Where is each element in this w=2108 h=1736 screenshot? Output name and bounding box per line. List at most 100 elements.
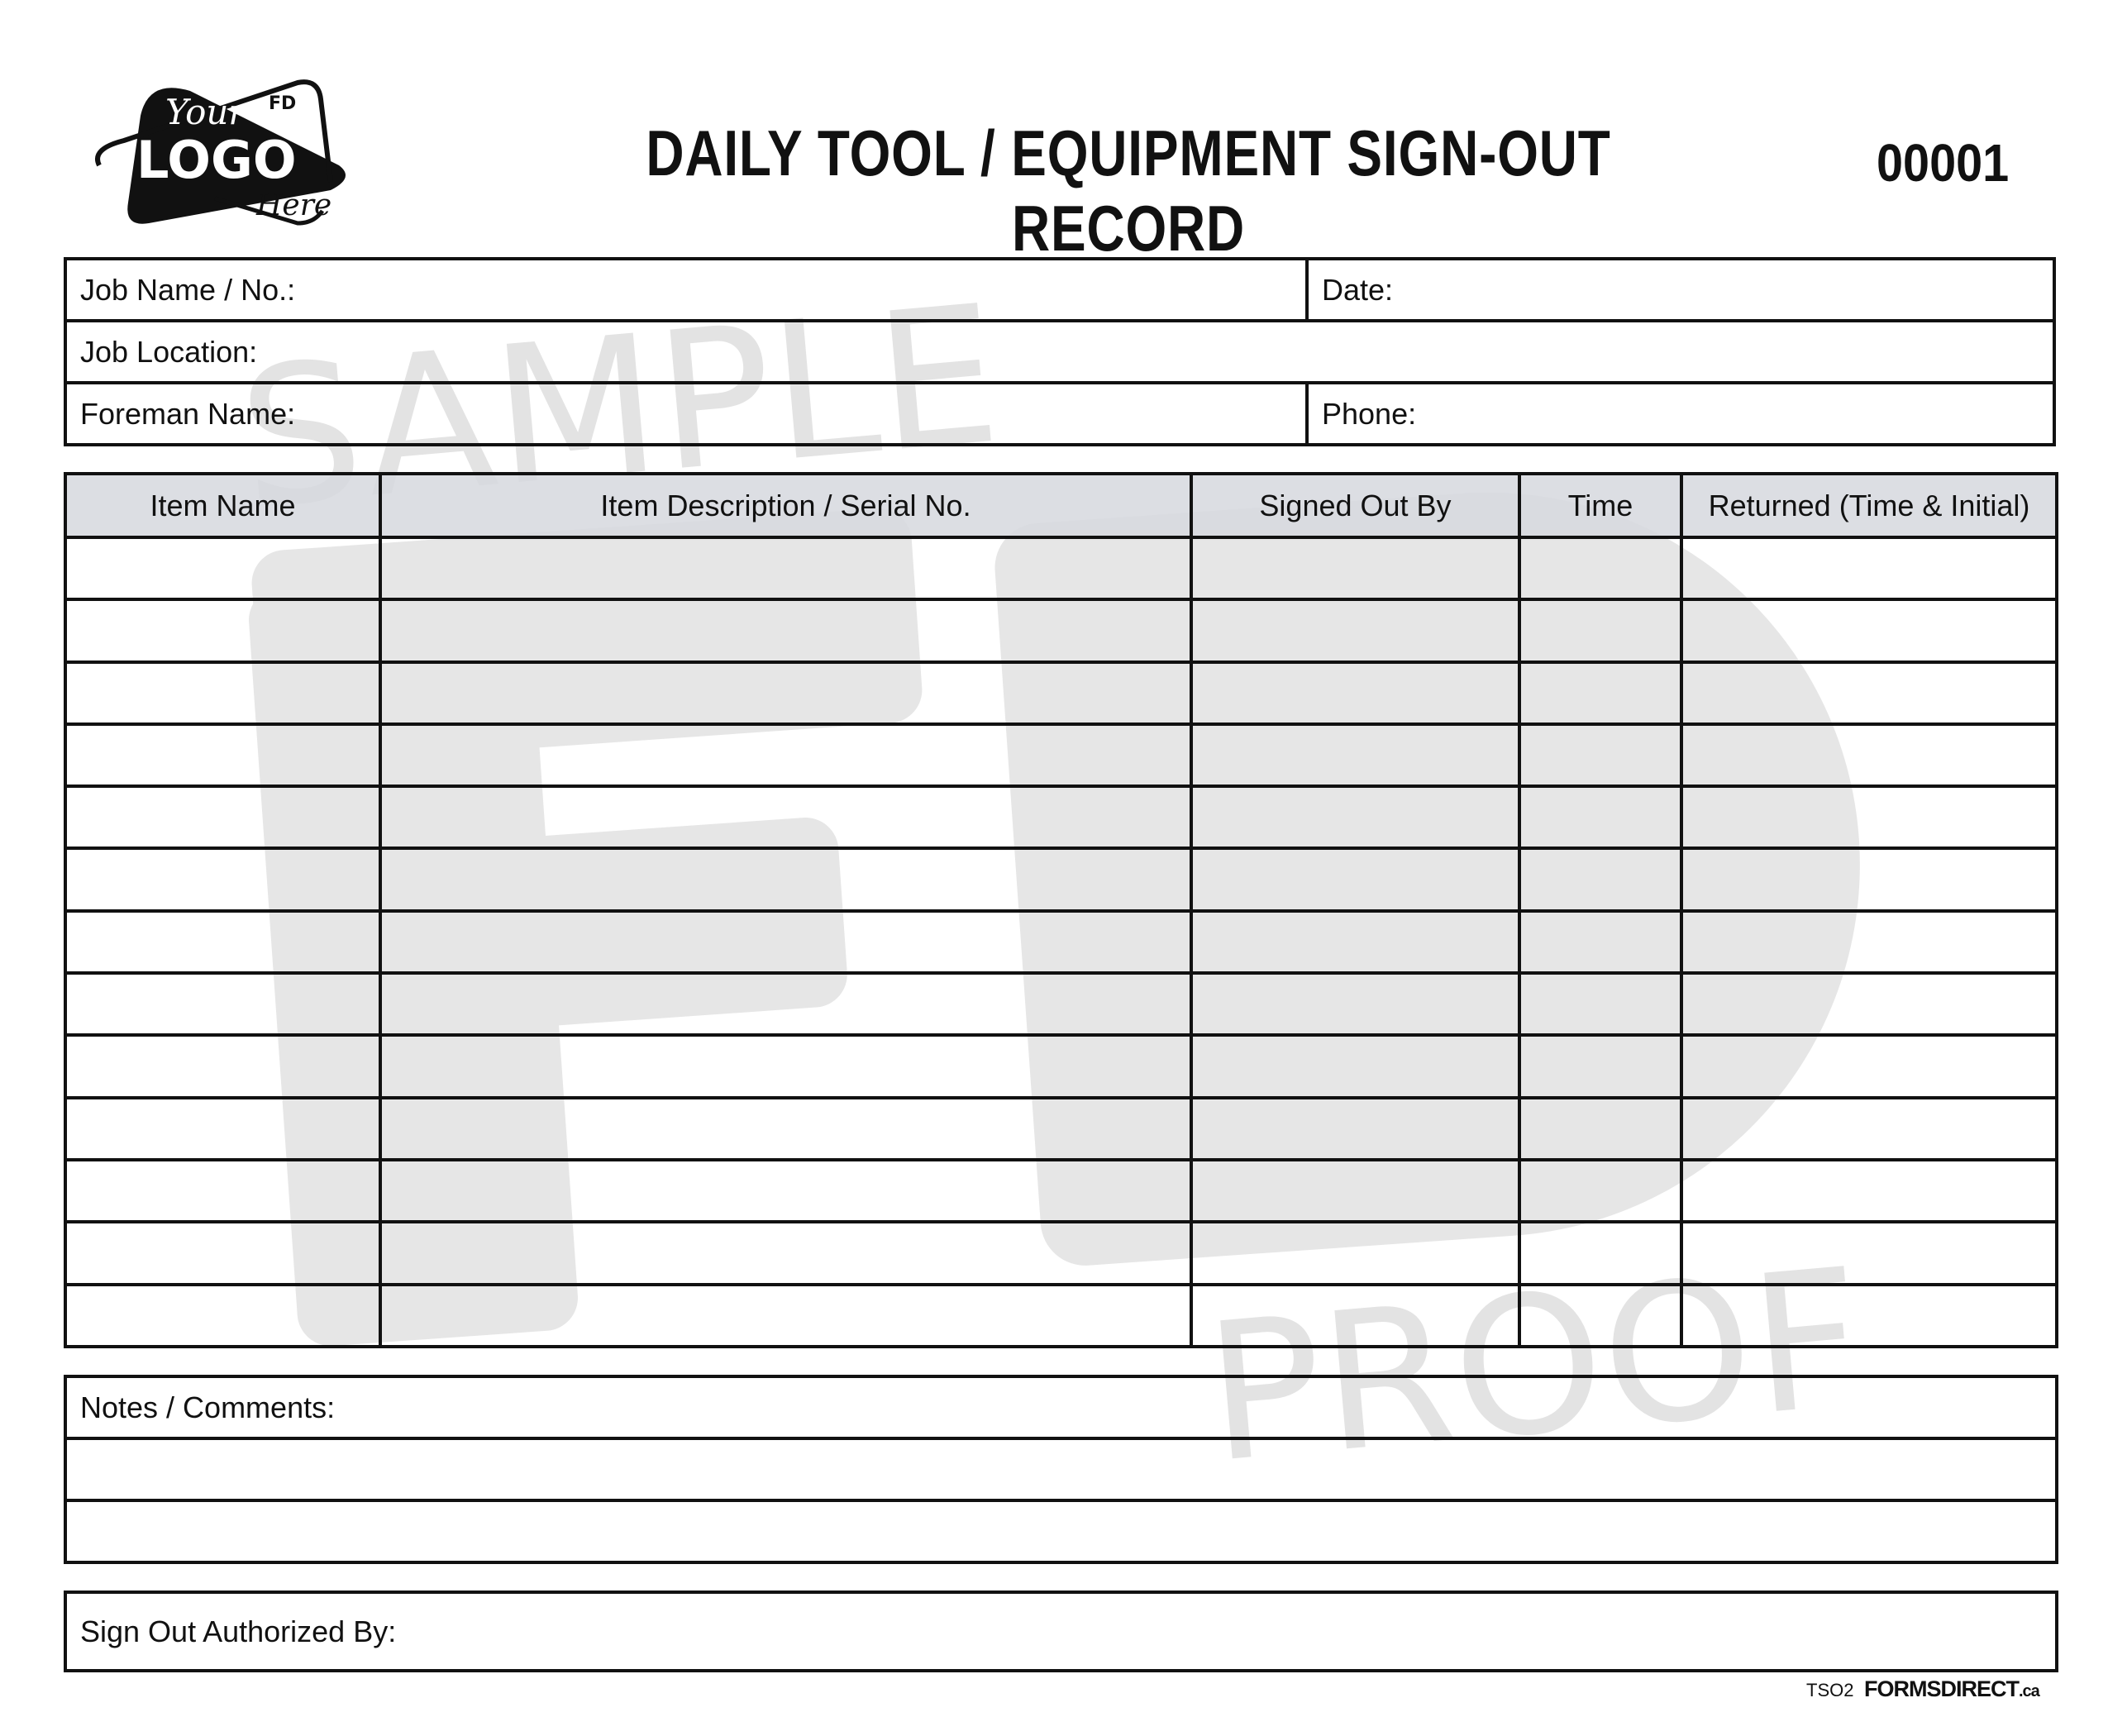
cell-returned[interactable] <box>1680 785 2058 851</box>
cell-returned[interactable] <box>1680 1095 2058 1161</box>
table-row <box>64 971 2058 1037</box>
cell-returned[interactable] <box>1680 1282 2058 1348</box>
cell-description[interactable] <box>379 909 1193 975</box>
notes-line[interactable] <box>64 1499 2058 1564</box>
cell-description[interactable] <box>379 1220 1193 1286</box>
column-header-item-name: Item Name <box>64 472 382 539</box>
cell-item-name[interactable] <box>64 971 382 1037</box>
cell-item-name[interactable] <box>64 1157 382 1224</box>
table-row <box>64 1095 2058 1161</box>
column-header-time: Time <box>1518 472 1683 539</box>
job-name-field[interactable]: Job Name / No.: <box>64 257 1309 322</box>
cell-item-name[interactable] <box>64 535 382 602</box>
cell-item-name[interactable] <box>64 1282 382 1348</box>
column-header-signed-out-by: Signed Out By <box>1190 472 1521 539</box>
cell-signed-out-by[interactable] <box>1190 598 1521 664</box>
cell-time[interactable] <box>1518 847 1683 913</box>
cell-signed-out-by[interactable] <box>1190 660 1521 726</box>
cell-time[interactable] <box>1518 660 1683 726</box>
cell-item-name[interactable] <box>64 909 382 975</box>
table-row <box>64 598 2058 664</box>
authorization-box: Sign Out Authorized By: <box>64 1591 2058 1672</box>
notes-line[interactable] <box>64 1437 2058 1502</box>
cell-returned[interactable] <box>1680 1033 2058 1099</box>
table-row <box>64 660 2058 726</box>
cell-item-name[interactable] <box>64 598 382 664</box>
cell-description[interactable] <box>379 722 1193 789</box>
cell-returned[interactable] <box>1680 1157 2058 1224</box>
notes-box: Notes / Comments: <box>64 1375 2058 1564</box>
cell-time[interactable] <box>1518 971 1683 1037</box>
table-row <box>64 1033 2058 1099</box>
cell-signed-out-by[interactable] <box>1190 1157 1521 1224</box>
cell-description[interactable] <box>379 1157 1193 1224</box>
cell-description[interactable] <box>379 660 1193 726</box>
cell-time[interactable] <box>1518 535 1683 602</box>
cell-item-name[interactable] <box>64 660 382 726</box>
cell-item-name[interactable] <box>64 1220 382 1286</box>
cell-returned[interactable] <box>1680 909 2058 975</box>
cell-description[interactable] <box>379 535 1193 602</box>
cell-description[interactable] <box>379 598 1193 664</box>
cell-description[interactable] <box>379 847 1193 913</box>
cell-returned[interactable] <box>1680 847 2058 913</box>
table-row <box>64 535 2058 602</box>
svg-text:Here: Here <box>255 188 331 222</box>
svg-text:FD: FD <box>269 93 296 114</box>
cell-time[interactable] <box>1518 1033 1683 1099</box>
notes-label: Notes / Comments: <box>64 1375 2058 1440</box>
job-location-field[interactable]: Job Location: <box>64 319 2056 384</box>
cell-signed-out-by[interactable] <box>1190 971 1521 1037</box>
cell-signed-out-by[interactable] <box>1190 847 1521 913</box>
foreman-name-field[interactable]: Foreman Name: <box>64 381 1309 446</box>
form-title: DAILY TOOL / EQUIPMENT SIGN-OUT RECORD <box>646 117 1611 265</box>
cell-time[interactable] <box>1518 1157 1683 1224</box>
cell-time[interactable] <box>1518 598 1683 664</box>
cell-item-name[interactable] <box>64 847 382 913</box>
cell-returned[interactable] <box>1680 660 2058 726</box>
table-row <box>64 1220 2058 1286</box>
authorized-by-field[interactable]: Sign Out Authorized By: <box>64 1591 2058 1672</box>
cell-signed-out-by[interactable] <box>1190 1282 1521 1348</box>
table-row <box>64 847 2058 913</box>
cell-item-name[interactable] <box>64 1033 382 1099</box>
cell-signed-out-by[interactable] <box>1190 1220 1521 1286</box>
brand-logo: FORMSDIRECT.ca <box>1864 1676 2040 1702</box>
cell-time[interactable] <box>1518 1095 1683 1161</box>
cell-description[interactable] <box>379 1282 1193 1348</box>
cell-returned[interactable] <box>1680 598 2058 664</box>
form-number: 00001 <box>1877 133 2010 193</box>
cell-item-name[interactable] <box>64 722 382 789</box>
cell-signed-out-by[interactable] <box>1190 535 1521 602</box>
table-row <box>64 722 2058 789</box>
cell-time[interactable] <box>1518 785 1683 851</box>
column-header-returned: Returned (Time & Initial) <box>1680 472 2058 539</box>
cell-signed-out-by[interactable] <box>1190 722 1521 789</box>
cell-item-name[interactable] <box>64 1095 382 1161</box>
cell-signed-out-by[interactable] <box>1190 1033 1521 1099</box>
cell-description[interactable] <box>379 1033 1193 1099</box>
cell-signed-out-by[interactable] <box>1190 785 1521 851</box>
cell-signed-out-by[interactable] <box>1190 1095 1521 1161</box>
logo-graphic: Your LOGO Here FD <box>95 79 346 226</box>
cell-returned[interactable] <box>1680 722 2058 789</box>
cell-description[interactable] <box>379 971 1193 1037</box>
cell-description[interactable] <box>379 785 1193 851</box>
cell-time[interactable] <box>1518 722 1683 789</box>
phone-field[interactable]: Phone: <box>1305 381 2056 446</box>
cell-description[interactable] <box>379 1095 1193 1161</box>
sign-out-table: Item Name Item Description / Serial No. … <box>64 472 2058 1348</box>
form-code: TSO2 <box>1806 1680 1854 1700</box>
cell-returned[interactable] <box>1680 535 2058 602</box>
brand-suffix: .ca <box>2019 1682 2040 1700</box>
cell-signed-out-by[interactable] <box>1190 909 1521 975</box>
cell-item-name[interactable] <box>64 785 382 851</box>
cell-returned[interactable] <box>1680 971 2058 1037</box>
date-field[interactable]: Date: <box>1305 257 2056 322</box>
cell-time[interactable] <box>1518 909 1683 975</box>
logo: Your LOGO Here FD <box>91 66 347 231</box>
cell-time[interactable] <box>1518 1220 1683 1286</box>
cell-time[interactable] <box>1518 1282 1683 1348</box>
cell-returned[interactable] <box>1680 1220 2058 1286</box>
svg-text:LOGO: LOGO <box>136 130 297 190</box>
